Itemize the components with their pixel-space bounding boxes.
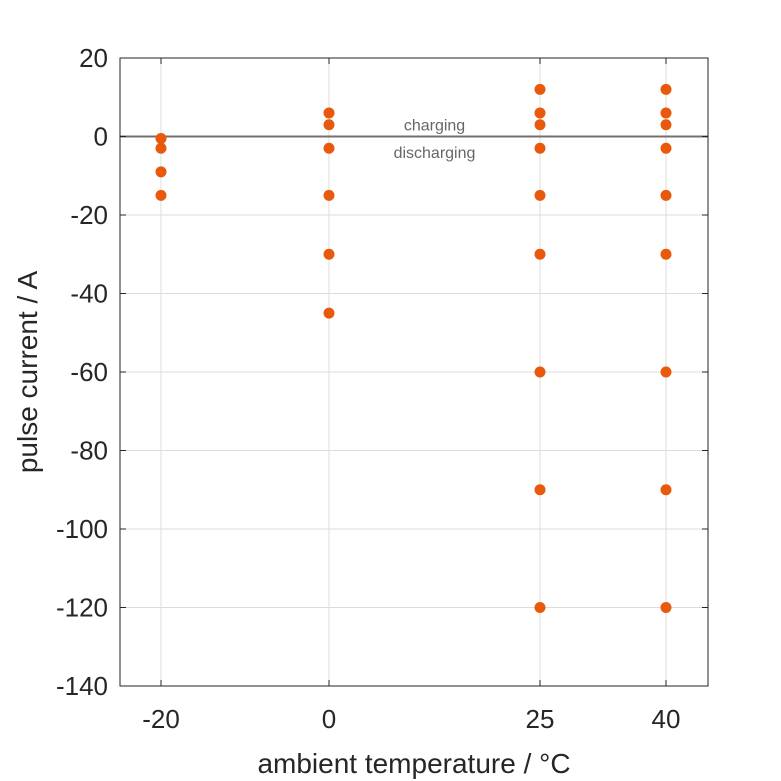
data-point [323,189,335,201]
data-point [534,189,546,201]
y-tick-label: -80 [70,436,108,466]
data-point [323,142,335,154]
data-point [660,107,672,119]
data-point [660,189,672,201]
data-point [323,107,335,119]
data-point [155,189,167,201]
data-point [534,119,546,131]
data-point [534,602,546,613]
data-point [534,107,546,119]
data-point [323,119,335,131]
y-tick-label: 0 [94,122,108,152]
data-point [660,484,672,496]
data-point [660,142,672,154]
data-point [155,142,167,154]
data-point [155,166,167,178]
x-tick-label: 25 [526,704,555,734]
y-tick-label: -60 [70,357,108,387]
data-point [323,248,335,260]
x-tick-label: 40 [652,704,681,734]
data-point [534,366,546,378]
y-tick-label: -140 [56,671,108,701]
y-tick-label: -100 [56,514,108,544]
data-point [534,142,546,154]
annotation-charging: charging [404,118,465,135]
data-point [660,366,672,378]
data-point [660,83,672,95]
data-point [534,83,546,95]
data-point [660,602,672,613]
x-tick-label: 0 [322,704,336,734]
data-point [660,119,672,131]
x-axis-label: ambient temperature / °C [257,748,570,779]
data-point [534,484,546,496]
x-tick-label: -20 [142,704,180,734]
annotations: charging discharging [394,118,476,162]
x-tick-labels: -20 0 25 40 [142,704,680,734]
y-tick-label: -20 [70,200,108,230]
axis-ticks [120,57,708,687]
data-point [660,248,672,260]
data-point [323,307,335,319]
y-tick-label: -120 [56,593,108,623]
y-tick-label: 20 [79,43,108,73]
y-tick-label: -40 [70,279,108,309]
y-tick-labels: 20 0 -20 -40 -60 -80 -100 -120 -140 [56,43,108,701]
data-point [534,248,546,260]
annotation-discharging: discharging [394,145,476,162]
data-point [155,132,167,144]
y-axis-label: pulse current / A [12,271,43,474]
data-points [155,83,672,613]
